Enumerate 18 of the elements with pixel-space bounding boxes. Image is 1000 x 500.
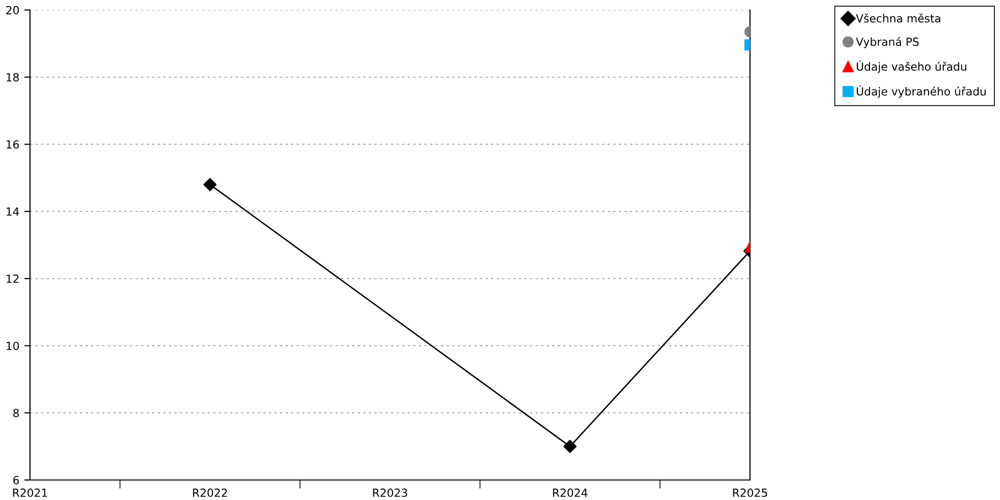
legend-label: Údaje vašeho úřadu bbox=[856, 60, 966, 73]
x-tick-label: R2023 bbox=[373, 488, 408, 497]
y-tick-label: 18 bbox=[6, 73, 19, 82]
legend-label: Vybraná PS bbox=[856, 36, 919, 48]
x-tick-label: R2022 bbox=[193, 488, 227, 497]
y-tick-label: 14 bbox=[6, 208, 19, 216]
y-tick-label: 10 bbox=[6, 342, 19, 350]
y-tick-label: 16 bbox=[6, 140, 19, 149]
legend-label: Všechna města bbox=[856, 13, 940, 23]
legend-label: Údaje vybraného úřadu bbox=[856, 85, 986, 98]
x-tick-label: R2021 bbox=[13, 488, 47, 497]
y-tick-label: 8 bbox=[13, 408, 19, 418]
x-tick-label: R2025 bbox=[733, 488, 768, 497]
x-tick-label: R2024 bbox=[553, 488, 588, 497]
point bbox=[203, 178, 217, 192]
y-tick-label: 12 bbox=[6, 274, 18, 283]
y-tick-label: 6 bbox=[13, 476, 19, 484]
y-tick-label: 20 bbox=[6, 6, 19, 14]
